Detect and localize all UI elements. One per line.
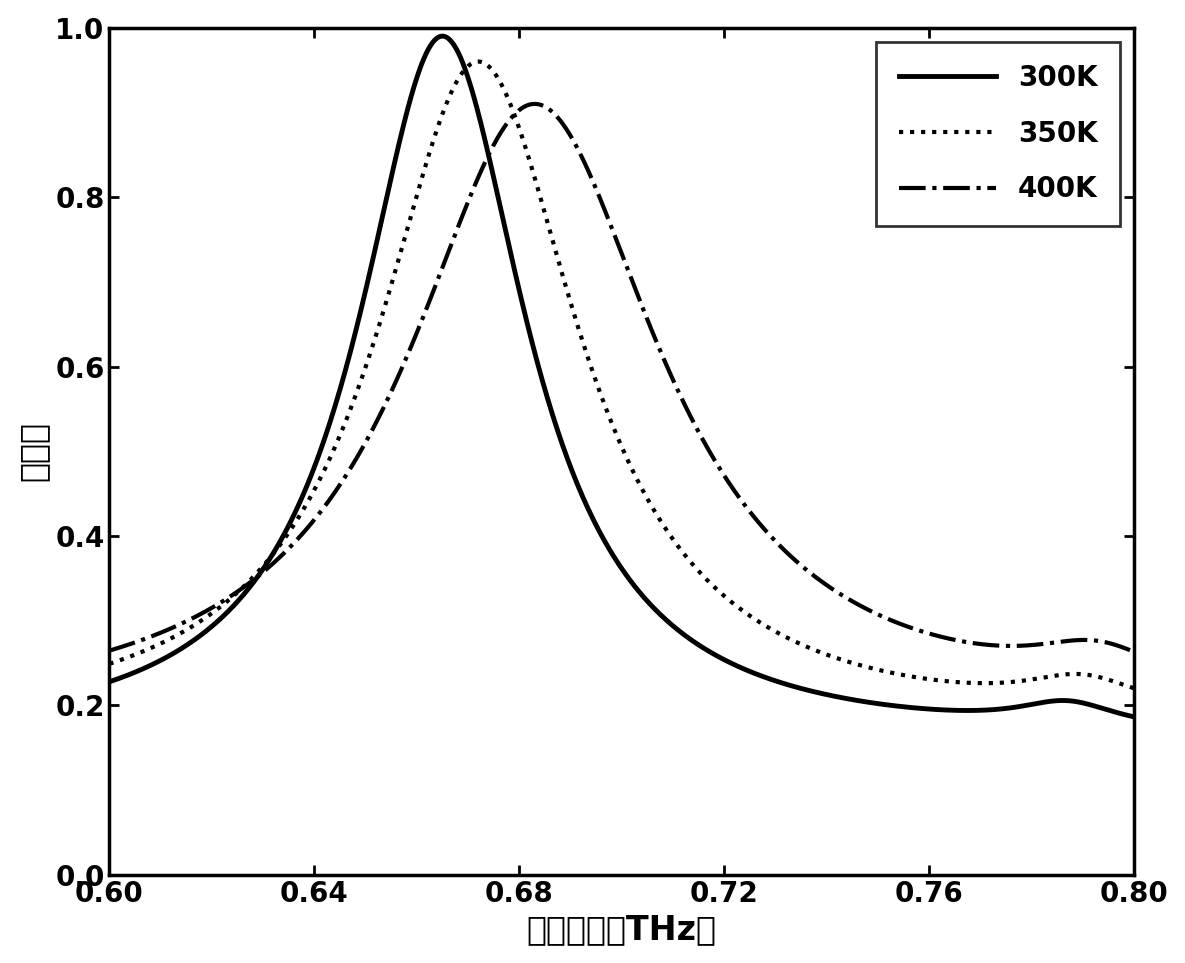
300K — [102, 676, 116, 688]
Legend: 300K, 350K, 400K: 300K, 350K, 400K — [877, 41, 1120, 225]
Y-axis label: 吸收率: 吸收率 — [17, 421, 50, 482]
400K — [555, 117, 569, 128]
350K — [207, 606, 222, 617]
300K — [807, 686, 821, 697]
X-axis label: 共振频率（THz）: 共振频率（THz） — [526, 913, 717, 947]
300K — [436, 31, 450, 42]
400K — [102, 645, 116, 657]
400K — [207, 601, 222, 612]
350K — [807, 644, 821, 656]
300K — [207, 618, 222, 630]
350K — [555, 267, 569, 278]
Line: 350K: 350K — [109, 62, 1134, 689]
400K — [902, 621, 916, 633]
350K — [921, 673, 935, 685]
400K — [529, 98, 543, 110]
300K — [518, 308, 532, 320]
300K — [555, 437, 569, 449]
300K — [1127, 711, 1141, 722]
300K — [921, 703, 935, 715]
350K — [1127, 683, 1141, 694]
Line: 400K: 400K — [109, 104, 1134, 652]
350K — [902, 670, 916, 682]
400K — [807, 570, 821, 582]
400K — [1127, 646, 1141, 658]
300K — [902, 702, 916, 714]
Line: 300K: 300K — [109, 37, 1134, 716]
350K — [518, 140, 532, 151]
400K — [921, 627, 935, 638]
350K — [472, 56, 486, 67]
350K — [102, 658, 116, 669]
400K — [517, 101, 531, 113]
